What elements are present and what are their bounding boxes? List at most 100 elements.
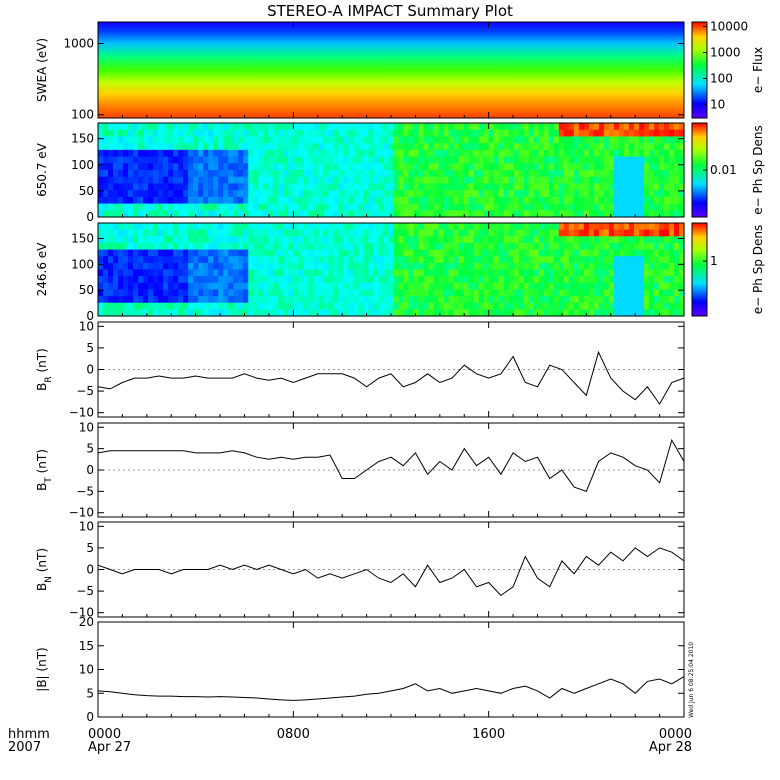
heatmap-cell (128, 276, 134, 284)
heatmap-cell (598, 269, 605, 277)
heatmap-cell (513, 129, 520, 138)
heatmap-cell (518, 236, 525, 244)
heatmap-cell (378, 262, 385, 271)
heatmap-cell (493, 176, 500, 185)
heatmap-cell (498, 210, 505, 218)
heatmap-cell (393, 176, 400, 185)
heatmap-cell (458, 196, 465, 205)
heatmap-cell (618, 196, 625, 205)
heatmap-cell (203, 149, 209, 158)
heatmap-cell (613, 156, 620, 164)
heatmap-cell (638, 176, 645, 185)
heatmap-cell (628, 143, 635, 151)
heatmap-cell (133, 223, 139, 231)
heatmap-cell (313, 262, 319, 271)
heatmap-cell (568, 249, 575, 257)
heatmap-cell (263, 289, 269, 297)
heatmap-cell (553, 289, 560, 297)
time-tick-label: 0000 (88, 727, 121, 742)
heatmap-cell (273, 262, 279, 271)
heatmap-cell (188, 123, 194, 131)
heatmap-cell (308, 196, 314, 205)
heatmap-cell (553, 309, 560, 317)
heatmap-cell (253, 229, 259, 237)
heatmap-cell (343, 302, 350, 310)
heatmap-cell (508, 256, 515, 264)
heatmap-cell (533, 223, 540, 231)
heatmap-cell (148, 309, 154, 317)
heatmap-cell (528, 170, 535, 178)
heatmap-cell (288, 196, 294, 205)
y-tick-label: −10 (69, 506, 94, 520)
heatmap-cell (248, 309, 254, 317)
heatmap-cell (293, 262, 299, 271)
heatmap-cell (363, 210, 370, 218)
heatmap-cell (283, 190, 289, 198)
heatmap-cell (278, 129, 284, 138)
heatmap-cell (613, 249, 620, 257)
heatmap-cell (418, 289, 425, 297)
heatmap-cell (498, 249, 505, 257)
heatmap-cell (193, 302, 199, 310)
heatmap-cell (298, 223, 304, 231)
heatmap-cell (568, 129, 575, 138)
heatmap-cell (513, 176, 520, 185)
heatmap-cell (473, 170, 480, 178)
heatmap-cell (188, 276, 194, 284)
heatmap-cell (223, 242, 229, 251)
heatmap-cell (598, 129, 605, 138)
heatmap-cell (413, 176, 420, 185)
heatmap-cell (223, 302, 229, 310)
heatmap-cell (528, 302, 535, 310)
heatmap-cell (293, 289, 299, 297)
heatmap-cell (523, 203, 530, 211)
heatmap-cell (608, 123, 615, 131)
heatmap-cell (463, 242, 470, 251)
heatmap-cell (633, 176, 640, 185)
heatmap-cell (373, 143, 380, 151)
heatmap-cell (578, 269, 585, 277)
heatmap-cell (673, 123, 680, 131)
heatmap-cell (283, 149, 289, 158)
heatmap-cell (543, 276, 550, 284)
heatmap-cell (268, 269, 274, 277)
heatmap-cell (518, 190, 525, 198)
heatmap-cell (193, 203, 199, 211)
heatmap-cell (638, 223, 645, 231)
heatmap-cell (678, 256, 685, 264)
heatmap-cell (163, 223, 169, 231)
heatmap-cell (278, 183, 284, 191)
heatmap-cell (513, 262, 520, 271)
heatmap-cell (578, 256, 585, 264)
heatmap-cell (293, 210, 299, 218)
heatmap-cell (173, 262, 179, 271)
heatmap-cell (558, 296, 565, 304)
heatmap-cell (173, 296, 179, 304)
heatmap-cell (458, 123, 465, 131)
heatmap-cell (318, 190, 324, 198)
heatmap-cell (568, 256, 575, 264)
heatmap-cell (538, 170, 545, 178)
heatmap-cell (133, 123, 139, 131)
heatmap-cell (283, 143, 289, 151)
heatmap-cell (353, 190, 360, 198)
heatmap-cell (288, 176, 294, 185)
heatmap-cell (348, 309, 355, 317)
heatmap-cell (308, 289, 314, 297)
heatmap-cell (483, 249, 490, 257)
heatmap-cell (258, 156, 264, 164)
heatmap-cell (613, 296, 620, 304)
heatmap-cell (533, 269, 540, 277)
heatmap-cell (198, 210, 204, 218)
heatmap-cell (123, 210, 129, 218)
heatmap-cell (288, 223, 294, 231)
heatmap-cell (508, 282, 515, 291)
heatmap-cell (158, 123, 164, 131)
heatmap-cell (458, 183, 465, 191)
heatmap-cell (463, 129, 470, 138)
heatmap-cell (313, 123, 319, 131)
heatmap-cell (318, 203, 324, 211)
heatmap-cell (243, 289, 249, 297)
heatmap-cell (483, 296, 490, 304)
heatmap-cell (628, 276, 635, 284)
